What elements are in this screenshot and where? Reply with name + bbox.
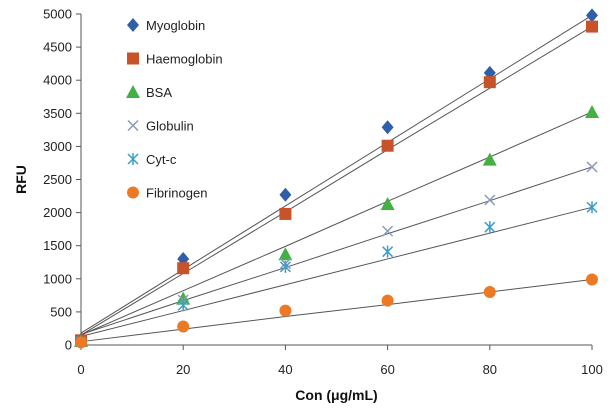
data-points — [74, 8, 599, 349]
trendline-cyt-c — [80, 206, 593, 337]
legend: Myoglobin Haemoglobin BSA Globulin Cyt-c Fibr… — [126, 18, 223, 201]
legend-label-fibrinogen: Fibrinogen — [146, 186, 207, 201]
series-fibrinogen — [75, 273, 598, 349]
point-haemoglobin — [381, 139, 394, 152]
legend-marker-haemoglobin — [127, 52, 139, 65]
point-bsa — [380, 196, 395, 210]
series-cyt-c — [75, 201, 598, 348]
point-bsa — [278, 247, 293, 261]
y-tick-label: 4500 — [43, 40, 72, 55]
point-globulin — [586, 161, 598, 173]
y-tick-label: 1500 — [43, 238, 72, 253]
trendline-bsa — [80, 111, 593, 336]
y-tick-label: 3500 — [43, 106, 72, 121]
y-tick-label: 4000 — [43, 73, 72, 88]
point-myoglobin — [381, 120, 394, 135]
y-axis-title: RFU — [13, 165, 29, 194]
point-haemoglobin — [177, 262, 190, 275]
point-myoglobin — [586, 8, 598, 23]
point-globulin — [382, 225, 394, 237]
point-haemoglobin — [279, 207, 292, 220]
x-tick-label: 0 — [77, 362, 84, 377]
legend-item-fibrinogen: Fibrinogen — [127, 186, 207, 201]
x-tick-label: 80 — [483, 362, 497, 377]
y-tick-label: 500 — [50, 304, 72, 319]
axes: 0500100015002000250030003500400045005000… — [43, 7, 603, 378]
point-globulin — [484, 194, 496, 206]
point-bsa — [585, 104, 599, 118]
point-fibrinogen — [381, 294, 394, 307]
y-tick-label: 2000 — [43, 205, 72, 220]
series-haemoglobin — [75, 20, 598, 347]
legend-label-globulin: Globulin — [146, 119, 194, 134]
point-cyt-c — [484, 221, 496, 234]
legend-label-cyt-c: Cyt-c — [146, 152, 177, 167]
point-cyt-c — [177, 299, 189, 312]
x-axis-title: Con (μg/mL) — [295, 387, 377, 403]
point-cyt-c — [382, 245, 394, 258]
legend-marker-globulin — [127, 119, 139, 132]
point-fibrinogen — [483, 286, 496, 299]
point-fibrinogen — [279, 304, 292, 317]
x-tick-label: 20 — [176, 362, 190, 377]
point-fibrinogen — [75, 336, 87, 349]
trendline-haemoglobin — [80, 26, 593, 336]
legend-item-bsa: BSA — [126, 85, 172, 100]
point-haemoglobin — [586, 20, 598, 33]
legend-item-myoglobin: Myoglobin — [127, 18, 205, 33]
legend-marker-fibrinogen — [127, 186, 139, 199]
x-tick-label: 40 — [278, 362, 292, 377]
trendline-fibrinogen — [80, 278, 593, 343]
y-tick-label: 2500 — [43, 172, 72, 187]
y-tick-label: 5000 — [43, 7, 72, 22]
point-cyt-c — [586, 201, 598, 214]
trendline-myoglobin — [80, 14, 593, 334]
point-fibrinogen — [586, 273, 598, 286]
y-tick-label: 3000 — [43, 139, 72, 154]
legend-marker-myoglobin — [127, 18, 139, 32]
x-tick-label: 100 — [581, 362, 603, 377]
point-myoglobin — [279, 187, 292, 202]
legend-marker-cyt-c — [127, 153, 139, 165]
point-haemoglobin — [483, 76, 496, 89]
legend-label-myoglobin: Myoglobin — [146, 18, 205, 33]
point-bsa — [482, 152, 497, 166]
legend-label-haemoglobin: Haemoglobin — [146, 52, 223, 67]
legend-item-haemoglobin: Haemoglobin — [127, 52, 223, 67]
legend-item-globulin: Globulin — [127, 119, 194, 134]
point-cyt-c — [279, 260, 291, 273]
y-tick-label: 1000 — [43, 271, 72, 286]
x-tick-label: 60 — [380, 362, 394, 377]
trendlines — [80, 14, 593, 343]
trendline-globulin — [80, 166, 593, 335]
legend-marker-bsa — [126, 85, 140, 98]
point-fibrinogen — [177, 320, 190, 333]
y-tick-label: 0 — [65, 338, 72, 353]
legend-item-cyt-c: Cyt-c — [127, 152, 177, 167]
legend-label-bsa: BSA — [146, 85, 172, 100]
